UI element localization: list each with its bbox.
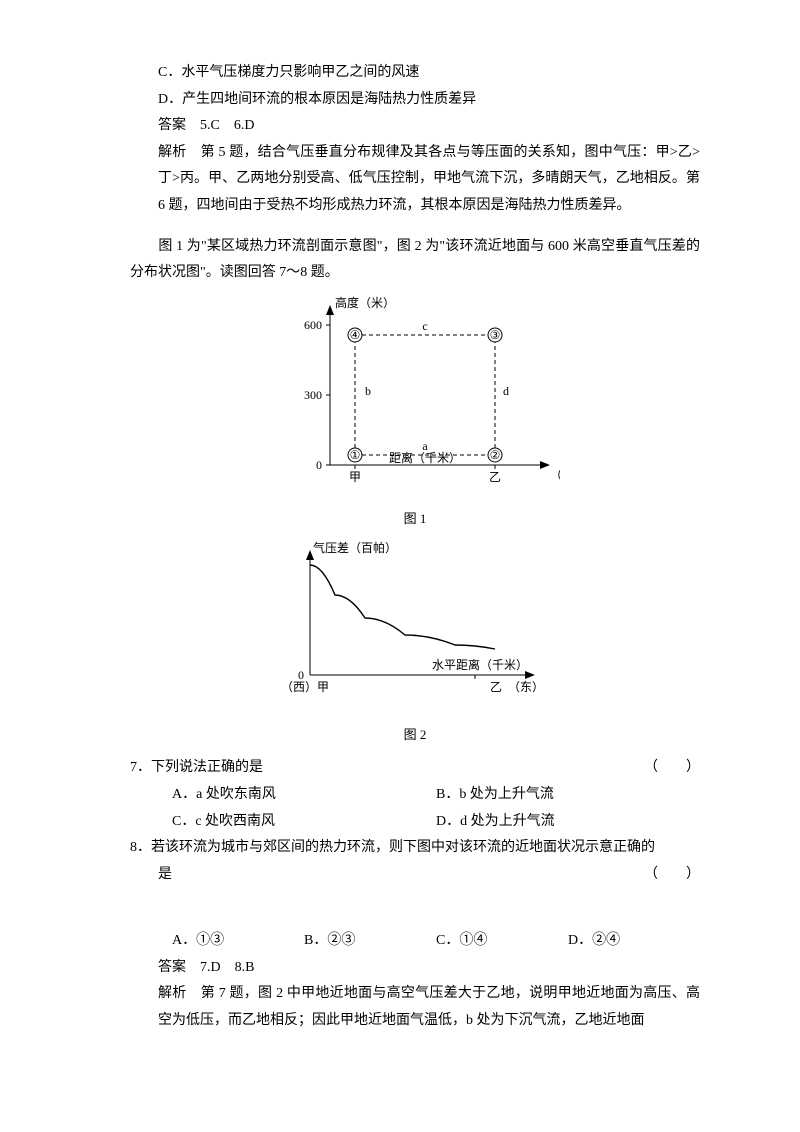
svg-text:乙: 乙 — [489, 470, 501, 484]
prev-explanation: 解析 第 5 题，结合气压垂直分布规律及其各点与等压面的关系知，图中气压：甲>乙… — [130, 140, 700, 220]
svg-text:气压差（百帕）: 气压差（百帕） — [313, 540, 397, 555]
q7-stem: 7．下列说法正确的是 — [130, 755, 644, 782]
q8-stem2: 是 — [158, 862, 644, 889]
prev-opt-c: C．水平气压梯度力只影响甲乙之间的风速 — [130, 60, 700, 87]
q8-opts: A．①③ B．②③ C．①④ D．②④ — [130, 928, 700, 955]
svg-text:③: ③ — [490, 328, 501, 342]
figure-1-caption: 图 1 — [130, 507, 700, 532]
svg-text:c: c — [422, 319, 427, 333]
svg-text:距离（千米）: 距离（千米） — [389, 450, 461, 465]
q78-answer: 答案 7.D 8.B — [130, 955, 700, 982]
q8-opt-c: C．①④ — [436, 928, 568, 955]
q7-opts-row2: C．c 处吹西南风 D．d 处为上升气流 — [130, 809, 700, 836]
svg-text:300: 300 — [304, 388, 322, 402]
q8-paren: （ ） — [644, 862, 700, 889]
q78-explanation: 解析 第 7 题，图 2 中甲地近地面与高空气压差大于乙地，说明甲地近地面为高压… — [130, 981, 700, 1034]
q7-opt-a: A．a 处吹东南风 — [172, 782, 436, 809]
q8-opt-d: D．②④ — [568, 928, 700, 955]
q7-opt-d: D．d 处为上升气流 — [436, 809, 700, 836]
figure-2-caption: 图 2 — [130, 723, 700, 748]
figure-2: 气压差（百帕）0水平距离（千米）（西）甲乙 （东） 图 2 — [130, 540, 700, 747]
svg-text:（东）: （东） — [550, 468, 560, 482]
svg-text:0: 0 — [316, 458, 322, 472]
q8-stem-line2: 是 （ ） — [130, 862, 700, 889]
q78-intro: 图 1 为"某区域热力环流剖面示意图"，图 2 为"该环流近地面与 600 米高… — [130, 234, 700, 287]
figure-1: 0300600高度（米）①②③④abcd距离（千米）（东）甲乙 图 1 — [130, 295, 700, 532]
svg-text:乙 （东）: 乙 （东） — [490, 680, 544, 694]
q8-opt-b: B．②③ — [304, 928, 436, 955]
q7-opt-c: C．c 处吹西南风 — [172, 809, 436, 836]
prev-answer: 答案 5.C 6.D — [130, 113, 700, 140]
q7-opts-row1: A．a 处吹东南风 B．b 处为上升气流 — [130, 782, 700, 809]
svg-text:水平距离（千米）: 水平距离（千米） — [432, 657, 528, 672]
svg-text:④: ④ — [350, 328, 361, 342]
svg-text:②: ② — [490, 448, 501, 462]
q7-stem-line: 7．下列说法正确的是 （ ） — [130, 755, 700, 782]
q7-opt-b: B．b 处为上升气流 — [436, 782, 700, 809]
q8-stem: 8．若该环流为城市与郊区间的热力环流，则下图中对该环流的近地面状况示意正确的 — [130, 835, 700, 862]
svg-text:d: d — [503, 384, 509, 398]
prev-opt-d: D．产生四地间环流的根本原因是海陆热力性质差异 — [130, 87, 700, 114]
svg-text:（西）甲: （西）甲 — [281, 680, 329, 694]
svg-text:甲: 甲 — [349, 470, 361, 484]
q7-paren: （ ） — [644, 755, 700, 782]
svg-text:①: ① — [350, 448, 361, 462]
svg-text:600: 600 — [304, 318, 322, 332]
q8-opt-a: A．①③ — [172, 928, 304, 955]
svg-text:b: b — [365, 384, 371, 398]
svg-text:高度（米）: 高度（米） — [335, 295, 395, 310]
